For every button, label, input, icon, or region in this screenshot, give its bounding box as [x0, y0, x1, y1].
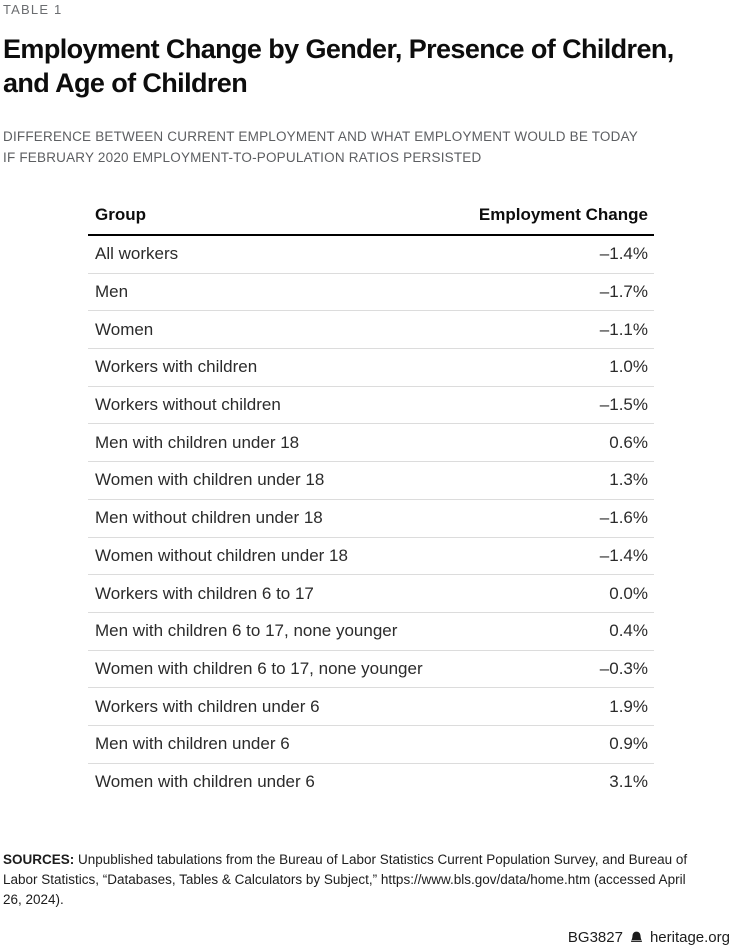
page-subtitle-line2: IF FEBRUARY 2020 EMPLOYMENT-TO-POPULATIO… — [3, 150, 482, 165]
row-group-label: Women with children 6 to 17, none younge… — [95, 658, 423, 678]
page-title-line2: and Age of Children — [3, 68, 248, 98]
row-change-value: –1.5% — [599, 395, 648, 415]
row-group-label: Workers with children — [95, 357, 258, 377]
row-group-label: Women with children under 6 — [95, 772, 315, 792]
table-row: Women with children under 18 1.3% — [88, 462, 654, 500]
page-title-line1: Employment Change by Gender, Presence of… — [3, 34, 674, 64]
row-group-label: Men — [95, 282, 129, 302]
table-row: Women –1.1% — [88, 311, 654, 350]
row-change-value: 1.9% — [609, 696, 648, 716]
table-row: Men with children 6 to 17, none younger 0… — [88, 613, 654, 651]
row-change-value: –1.1% — [599, 319, 648, 339]
table-row: Women without children under 18 –1.4% — [88, 538, 654, 576]
row-group-label: Women with children under 18 — [95, 470, 325, 490]
row-change-value: 1.3% — [609, 470, 648, 490]
table-row: Men with children under 6 0.9% — [88, 726, 654, 764]
row-change-value: 0.0% — [609, 583, 648, 603]
table-row: Workers with children under 6 1.9% — [88, 688, 654, 726]
table-row: Men with children under 18 0.6% — [88, 424, 654, 463]
row-change-value: 0.6% — [609, 432, 648, 452]
row-group-label: All workers — [95, 244, 179, 264]
row-group-label: Workers with children under 6 — [95, 696, 320, 716]
table-row: Workers with children 6 to 17 0.0% — [88, 575, 654, 613]
row-group-label: Men with children under 18 — [95, 432, 300, 452]
table-row: All workers –1.4% — [88, 236, 654, 274]
document-id: BG3827 — [567, 929, 623, 946]
page-subtitle-line1: DIFFERENCE BETWEEN CURRENT EMPLOYMENT AN… — [3, 129, 638, 144]
column-header-group: Group — [95, 205, 146, 224]
sources-text: Unpublished tabulations from the Bureau … — [3, 852, 688, 908]
table-row: Workers without children –1.5% — [88, 387, 654, 425]
row-change-value: –1.6% — [599, 508, 648, 528]
row-change-value: –0.3% — [599, 658, 648, 678]
row-group-label: Women without children under 18 — [95, 545, 348, 565]
row-change-value: 1.0% — [609, 357, 648, 377]
site-name: heritage.org — [649, 929, 730, 946]
sources-label: SOURCES: — [3, 852, 75, 868]
table-row: Workers with children 1.0% — [88, 349, 654, 387]
row-change-value: 0.4% — [609, 621, 648, 641]
row-group-label: Workers without children — [95, 395, 281, 415]
liberty-bell-icon — [629, 930, 644, 945]
row-group-label: Workers with children 6 to 17 — [95, 583, 314, 603]
table-body: All workers –1.4% Men –1.7% Women –1.1% Worker… — [88, 236, 654, 801]
row-change-value: –1.7% — [599, 282, 648, 302]
page-subtitle: DIFFERENCE BETWEEN CURRENT EMPLOYMENT AN… — [3, 126, 732, 168]
table-row: Men –1.7% — [88, 274, 654, 312]
table-kicker: TABLE 1 — [3, 2, 63, 17]
table-row: Men without children under 18 –1.6% — [88, 500, 654, 538]
sources-note: SOURCES: Unpublished tabulations from th… — [3, 850, 703, 910]
table-row: Women with children 6 to 17, none younge… — [88, 651, 654, 689]
row-group-label: Women — [95, 319, 154, 339]
page-title: Employment Change by Gender, Presence of… — [3, 32, 732, 100]
data-table: Group Employment Change All workers –1.4%… — [88, 202, 654, 801]
column-header-employment-change: Employment Change — [478, 205, 648, 224]
row-change-value: –1.4% — [599, 244, 648, 264]
table-header-row: Group Employment Change — [88, 202, 654, 236]
row-group-label: Men with children 6 to 17, none younger — [95, 621, 398, 641]
row-change-value: 3.1% — [609, 772, 648, 792]
row-group-label: Men without children under 18 — [95, 508, 323, 528]
row-change-value: 0.9% — [609, 734, 648, 754]
row-group-label: Men with children under 6 — [95, 734, 290, 754]
table-row: Women with children under 6 3.1% — [88, 764, 654, 802]
row-change-value: –1.4% — [599, 545, 648, 565]
page-footer: BG3827 heritage.org — [568, 929, 730, 946]
